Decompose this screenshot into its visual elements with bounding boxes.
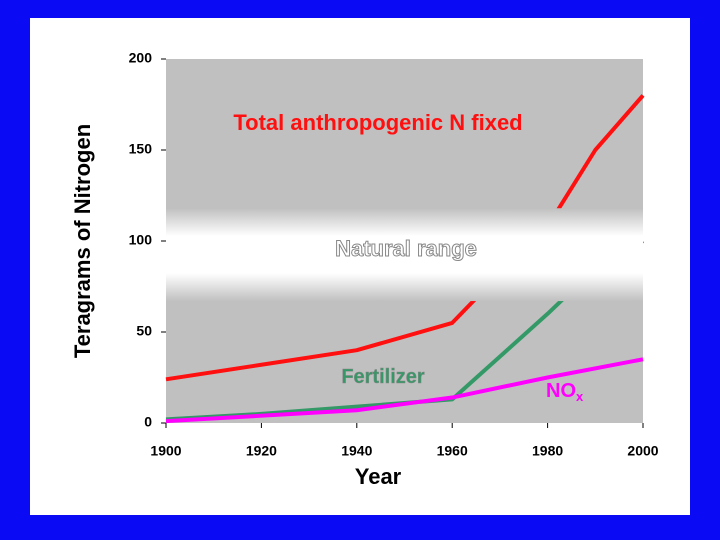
y-axis-label: Teragrams of Nitrogen <box>70 124 95 358</box>
series-name: Fertilizer <box>341 366 425 388</box>
x-tick-label: 1980 <box>532 443 563 459</box>
band-label: Natural range <box>335 236 477 261</box>
series-name: NO <box>546 380 576 402</box>
series-label: Total anthropogenic N fixed <box>233 110 522 135</box>
x-tick-label: 2000 <box>627 443 658 459</box>
x-tick-label: 1920 <box>246 443 277 459</box>
series-name: Total anthropogenic N fixed <box>233 110 522 135</box>
x-tick-label: 1960 <box>437 443 468 459</box>
series-line <box>165 357 644 424</box>
y-tick-label: 100 <box>129 232 153 248</box>
series-subscript: x <box>576 389 584 404</box>
y-tick-label: 0 <box>144 414 152 430</box>
y-tick-label: 200 <box>129 50 153 66</box>
series-label: Fertilizer <box>341 366 425 388</box>
series-label: NOx <box>546 380 584 404</box>
natural-range-band <box>166 208 643 302</box>
y-tick-label: 150 <box>129 141 153 157</box>
y-tick-label: 50 <box>136 323 152 339</box>
x-tick-label: 1940 <box>341 443 372 459</box>
x-axis-label: Year <box>355 464 402 489</box>
x-tick-label: 1900 <box>150 443 181 459</box>
